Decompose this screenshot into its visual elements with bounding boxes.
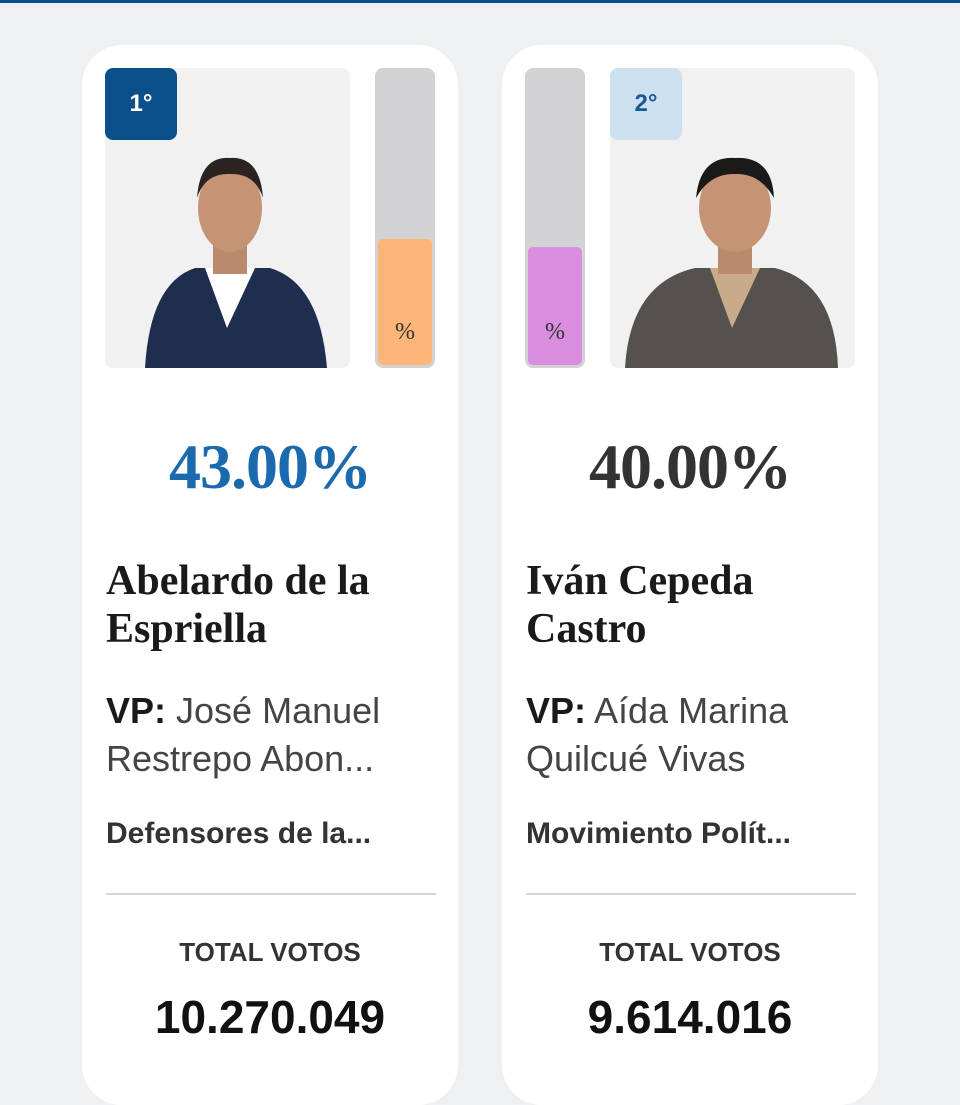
divider bbox=[106, 893, 436, 895]
candidate-name: Iván Cepeda Castro bbox=[526, 558, 754, 652]
bar-label: % bbox=[395, 319, 415, 345]
rank-badge: 1° bbox=[105, 68, 177, 140]
vp-name: José Manuel Restrepo Abon... bbox=[106, 690, 381, 779]
candidate-card: % 1° 43.00% Abelardo de la Espriella VP: Jos… bbox=[82, 45, 458, 1105]
candidate-card: % 2° 40.00% Iván Cepeda Castro VP: Aída Mari… bbox=[502, 45, 878, 1105]
total-votes: 10.270.049 bbox=[154, 991, 386, 1043]
divider bbox=[526, 893, 856, 895]
total-votes: 9.614.016 bbox=[587, 991, 793, 1043]
vote-share: 43.00% bbox=[169, 431, 372, 502]
share-bar: % bbox=[375, 68, 435, 368]
vp-name: Aída Marina Quilcué Vivas bbox=[526, 690, 789, 779]
candidate-name: Abelardo de la Espriella bbox=[106, 558, 370, 652]
votes-label: TOTAL VOTOS bbox=[179, 937, 361, 967]
top-border bbox=[0, 0, 960, 3]
bar-label: % bbox=[545, 319, 565, 345]
party: Movimiento Polít... bbox=[526, 817, 792, 850]
share-bar-fill bbox=[378, 238, 432, 365]
party: Defensores de la... bbox=[106, 817, 372, 850]
vote-share: 40.00% bbox=[589, 431, 792, 502]
running-mate: VP: José Manuel Restrepo Abon... bbox=[106, 687, 441, 783]
vp-label: VP: bbox=[106, 690, 167, 731]
vp-label: VP: bbox=[526, 690, 587, 731]
share-bar-fill bbox=[528, 247, 582, 365]
rank-badge: 2° bbox=[610, 68, 682, 140]
running-mate: VP: Aída Marina Quilcué Vivas bbox=[526, 687, 861, 783]
share-bar: % bbox=[525, 68, 585, 368]
votes-label: TOTAL VOTOS bbox=[599, 937, 781, 967]
